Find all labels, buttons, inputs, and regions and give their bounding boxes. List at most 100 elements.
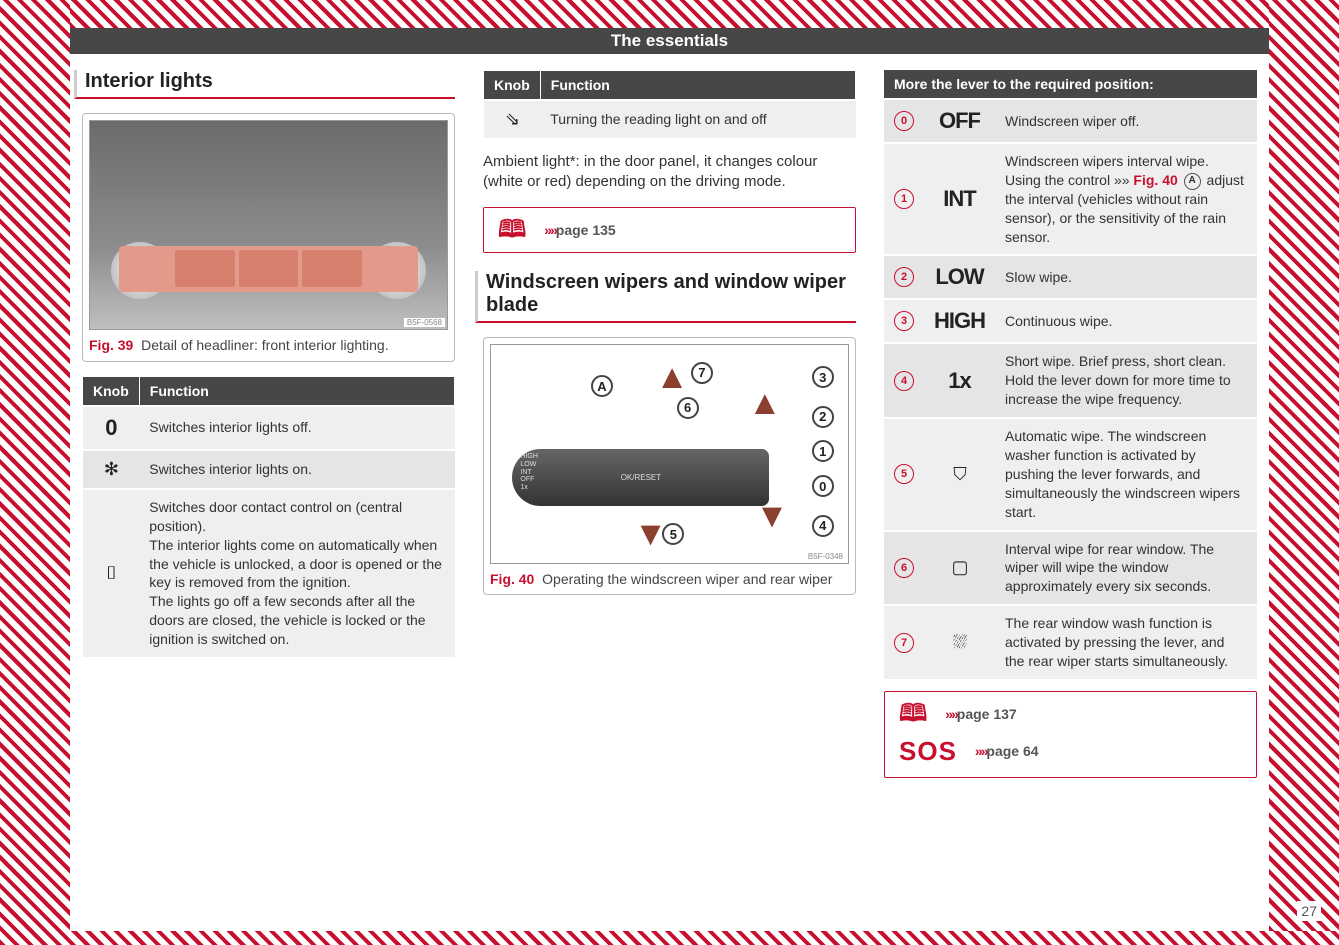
- content-grid: Interior lights B5F-0568 Fig. 39 Detail …: [82, 70, 1257, 796]
- fig40-marker-0: 0: [812, 475, 834, 497]
- table-row: 6▢Interval wipe for rear window. The wip…: [884, 531, 1257, 606]
- il-desc-0: Switches interior lights off.: [139, 406, 454, 450]
- fig40-marker-5: 5: [662, 523, 684, 545]
- table-row: 0OFFWindscreen wiper off.: [884, 99, 1257, 143]
- ref-text: »» page 137: [945, 706, 1016, 722]
- fig40-marker-a: A: [591, 375, 613, 397]
- table-row: ⌷ Switches door contact control on (cent…: [83, 489, 455, 657]
- table-row: 1INTWindscreen wipers interval wipe.Usin…: [884, 143, 1257, 255]
- lever-pos-6: 6: [884, 531, 924, 606]
- lever-table: More the lever to the required position:…: [884, 70, 1257, 679]
- lever-sym-0: OFF: [924, 99, 995, 143]
- fig-40-caption: Fig. 40 Operating the windscreen wiper a…: [490, 570, 849, 589]
- fig40-arrow-downr: ▼: [755, 497, 789, 536]
- frame-left: [0, 0, 70, 945]
- book-icon: 🕮: [899, 702, 927, 726]
- table-row: 0 Switches interior lights off.: [83, 406, 455, 450]
- wipers-heading: Windscreen wipers and window wiper blade: [475, 271, 856, 323]
- fig40-marker-2: 2: [812, 406, 834, 428]
- book-icon: 🕮: [498, 218, 526, 242]
- lever-pos-3: 3: [884, 299, 924, 343]
- lever-sym-1: INT: [924, 143, 995, 255]
- page-135-ref: 🕮 »» page 135: [483, 207, 856, 253]
- fig40-marker-6: 6: [677, 397, 699, 419]
- table-row: 5⛉Automatic wipe. The windscreen washer …: [884, 418, 1257, 530]
- il-desc-1: Switches interior lights on.: [139, 450, 454, 489]
- lever-sym-7: ⛆: [924, 605, 995, 679]
- chevron-icon: »»: [975, 743, 987, 759]
- il-key-0: 0: [83, 406, 140, 450]
- page-64-ref[interactable]: SOS »» page 64: [899, 736, 1242, 767]
- lever-desc-0: Windscreen wiper off.: [995, 99, 1257, 143]
- lever-pos-7: 7: [884, 605, 924, 679]
- lever-sym-2: LOW: [924, 255, 995, 299]
- fig-39-image: B5F-0568: [89, 120, 448, 330]
- lever-desc-4: Short wipe. Brief press, short clean. Ho…: [995, 343, 1257, 418]
- fig40-code: B5F-0348: [805, 552, 846, 561]
- page-135-ref-row[interactable]: 🕮 »» page 135: [498, 218, 841, 242]
- page-137-ref[interactable]: 🕮 »» page 137: [899, 702, 1242, 726]
- table-row: ⇘ Turning the reading light on and off: [484, 100, 856, 138]
- fig-39-caption: Fig. 39 Detail of headliner: front inter…: [89, 336, 448, 355]
- frame-top: [0, 0, 1339, 28]
- fig40-marker-7: 7: [691, 362, 713, 384]
- fig40-lever-text: OK/RESET: [621, 473, 661, 482]
- frame-bottom: [0, 931, 1339, 945]
- interior-lights-table: Knob Function 0 Switches interior lights…: [82, 376, 455, 657]
- table-row: 2LOWSlow wipe.: [884, 255, 1257, 299]
- lever-desc-5: Automatic wipe. The windscreen washer fu…: [995, 418, 1257, 530]
- lever-desc-6: Interval wipe for rear window. The wiper…: [995, 531, 1257, 606]
- table-row: 41xShort wipe. Brief press, short clean.…: [884, 343, 1257, 418]
- col-left: Interior lights B5F-0568 Fig. 39 Detail …: [82, 70, 455, 796]
- table-row: 3HIGHContinuous wipe.: [884, 299, 1257, 343]
- lever-sym-4: 1x: [924, 343, 995, 418]
- col-mid: Knob Function ⇘ Turning the reading ligh…: [483, 70, 856, 796]
- lever-pos-5: 5: [884, 418, 924, 530]
- ref-page-135: page 135: [556, 222, 616, 238]
- lever-desc-7: The rear window wash function is activat…: [995, 605, 1257, 679]
- fig-39-label: Fig. 39: [89, 337, 133, 353]
- lever-pos-4: 4: [884, 343, 924, 418]
- rl-desc: Turning the reading light on and off: [540, 100, 855, 138]
- chevron-icon: »»: [544, 222, 556, 238]
- rl-th-knob: Knob: [484, 71, 541, 101]
- fig-40-label: Fig. 40: [490, 571, 534, 587]
- lever-pos-0: 0: [884, 99, 924, 143]
- il-key-2-icon: ⌷: [83, 489, 140, 657]
- lever-desc-2: Slow wipe.: [995, 255, 1257, 299]
- fig40-lever-side-labels: HIGH LOW INT OFF 1x: [520, 453, 538, 491]
- sos-icon: SOS: [899, 736, 957, 767]
- lever-th: More the lever to the required position:: [884, 70, 1257, 99]
- lever-sym-5: ⛉: [924, 418, 995, 530]
- il-th-func: Function: [139, 376, 454, 406]
- rl-key-icon: ⇘: [484, 100, 541, 138]
- reading-light-table: Knob Function ⇘ Turning the reading ligh…: [483, 70, 856, 138]
- table-row: 7⛆The rear window wash function is activ…: [884, 605, 1257, 679]
- chevron-icon: »»: [945, 706, 957, 722]
- lever-pos-1: 1: [884, 143, 924, 255]
- fig40-marker-4: 4: [812, 515, 834, 537]
- ref-page-64: page 64: [986, 743, 1038, 759]
- fig40-marker-1: 1: [812, 440, 834, 462]
- fig40-arrow-upr: ▲: [748, 384, 782, 423]
- fig39-button-strip: [119, 246, 419, 292]
- il-key-1-icon: ✻: [83, 450, 140, 489]
- page-title: The essentials: [70, 28, 1269, 54]
- fig40-arrow-up: ▲: [655, 358, 689, 397]
- fig40-marker-3: 3: [812, 366, 834, 388]
- rl-th-func: Function: [540, 71, 855, 101]
- lever-desc-1: Windscreen wipers interval wipe.Using th…: [995, 143, 1257, 255]
- page-number: 27: [1297, 901, 1321, 921]
- ref-text: »» page 135: [544, 222, 615, 238]
- col-right: More the lever to the required position:…: [884, 70, 1257, 796]
- fig-40-caption-text: Operating the windscreen wiper and rear …: [542, 571, 832, 587]
- frame-right: [1269, 0, 1339, 945]
- right-ref-box: 🕮 »» page 137 SOS »» page 64: [884, 691, 1257, 778]
- fig40-lever: HIGH LOW INT OFF 1x OK/RESET: [512, 449, 769, 506]
- fig-39-caption-text: Detail of headliner: front interior ligh…: [141, 337, 388, 353]
- ref-text: »» page 64: [975, 743, 1039, 759]
- lever-pos-2: 2: [884, 255, 924, 299]
- il-th-knob: Knob: [83, 376, 140, 406]
- lever-desc-3: Continuous wipe.: [995, 299, 1257, 343]
- fig-39-box: B5F-0568 Fig. 39 Detail of headliner: fr…: [82, 113, 455, 362]
